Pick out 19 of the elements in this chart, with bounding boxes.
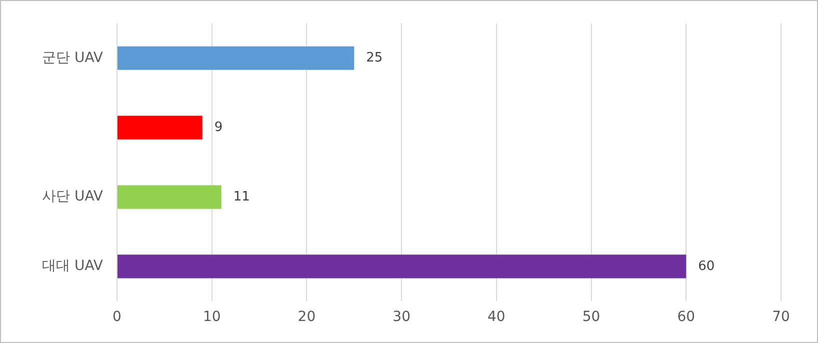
x-tick-label: 0 [112,309,122,326]
x-tick-label: 60 [677,309,696,326]
bar [118,46,354,70]
bar [118,254,686,278]
y-tick-label: 군단 UAV [42,50,104,66]
y-tick-label: 대대 UAV [42,258,104,274]
bar [118,116,202,140]
data-label: 11 [233,189,250,204]
x-tick-label: 50 [582,309,600,326]
y-tick-label: 사단 UAV [42,188,104,205]
x-tick-label: 70 [772,309,790,326]
x-tick-label: 10 [202,309,221,326]
x-tick-label: 40 [488,309,506,326]
x-tick-label: 20 [298,309,316,326]
data-label: 60 [698,258,715,274]
data-label: 9 [214,120,223,135]
data-label: 25 [366,50,383,66]
bar [118,185,222,209]
x-tick-label: 30 [392,309,410,326]
